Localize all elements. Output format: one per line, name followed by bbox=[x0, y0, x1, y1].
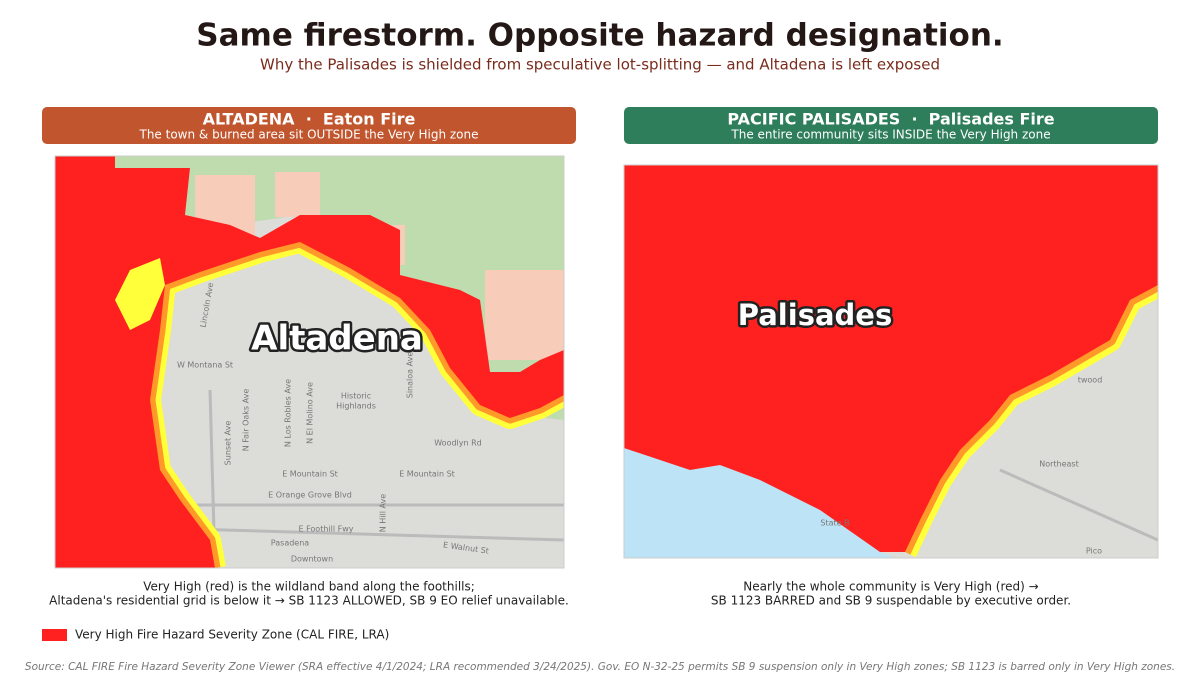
panel-heading: PACIFIC PALISADES · Palisades Fire bbox=[727, 110, 1054, 129]
street-label: E Foothill Fwy bbox=[299, 525, 354, 534]
street-label: E Mountain St bbox=[282, 470, 338, 479]
street-label: Woodlyn Rd bbox=[434, 439, 482, 448]
street-label: twood bbox=[1078, 376, 1103, 385]
street-label: Downtown bbox=[291, 555, 333, 564]
street-label: Pasadena bbox=[271, 539, 310, 548]
map-label: Palisades bbox=[738, 298, 892, 332]
source-note: Source: CAL FIRE Fire Hazard Severity Zo… bbox=[25, 661, 1175, 673]
panel-header bbox=[42, 107, 576, 144]
panel-heading: ALTADENA · Eaton Fire bbox=[203, 110, 416, 129]
map-frame bbox=[54, 155, 565, 569]
map-label: Altadena bbox=[251, 319, 423, 359]
map-palisades bbox=[624, 165, 1158, 558]
street-label: Northeast bbox=[1039, 460, 1079, 469]
caption: Nearly the whole community is Very High … bbox=[743, 580, 1038, 594]
street-label: Sinaloa Ave bbox=[406, 352, 415, 399]
subtitle: Why the Palisades is shielded from specu… bbox=[260, 56, 940, 74]
street-label: State B bbox=[820, 519, 849, 528]
legend-label: Very High Fire Hazard Severity Zone (CAL… bbox=[75, 628, 389, 642]
street-label: W Montana St bbox=[177, 361, 233, 370]
map-altadena bbox=[55, 156, 564, 568]
street-label: Highlands bbox=[336, 402, 376, 411]
panel-subheading: The town & burned area sit OUTSIDE the V… bbox=[138, 128, 478, 142]
street-label: E Orange Grove Blvd bbox=[268, 491, 352, 500]
street-label: N Hill Ave bbox=[379, 494, 388, 532]
panel-header bbox=[624, 107, 1158, 144]
legend-swatch bbox=[42, 629, 67, 641]
map-frame bbox=[623, 164, 1159, 559]
street-label: E Mountain St bbox=[399, 470, 455, 479]
street-label: Pico bbox=[1086, 547, 1102, 556]
caption: Altadena's residential grid is below it … bbox=[49, 594, 569, 608]
street-label: Sunset Ave bbox=[224, 421, 233, 466]
caption: Very High (red) is the wildland band alo… bbox=[143, 580, 475, 594]
caption: SB 1123 BARRED and SB 9 suspendable by e… bbox=[711, 594, 1071, 608]
panel-subheading: The entire community sits INSIDE the Ver… bbox=[730, 128, 1050, 142]
street-label: N El Molino Ave bbox=[306, 382, 315, 444]
title: Same firestorm. Opposite hazard designat… bbox=[196, 18, 1003, 54]
street-label: N Los Robles Ave bbox=[284, 379, 293, 447]
street-label: Historic bbox=[341, 392, 371, 401]
street-label: N Fair Oaks Ave bbox=[242, 389, 251, 452]
